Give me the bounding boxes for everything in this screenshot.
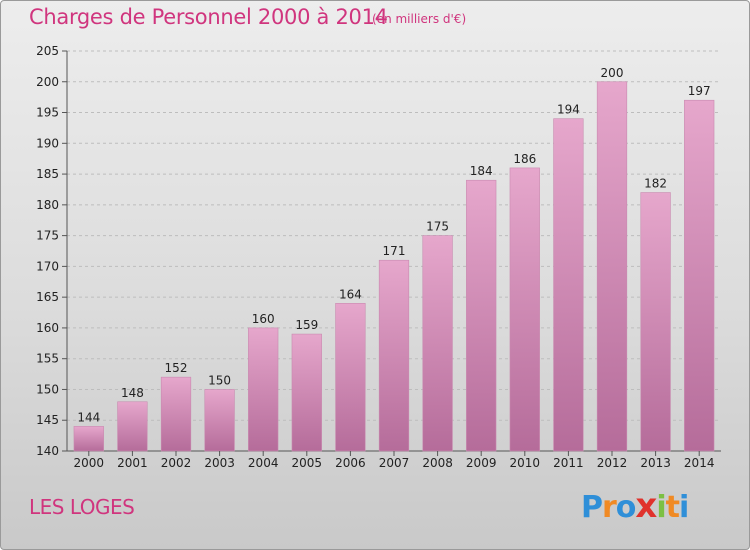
y-tick-label: 195 bbox=[36, 106, 59, 120]
y-tick-label: 175 bbox=[36, 229, 59, 243]
y-tick-label: 140 bbox=[36, 444, 59, 458]
bar-2002 bbox=[160, 376, 192, 452]
y-tick-label: 200 bbox=[36, 75, 59, 89]
data-label-2012: 200 bbox=[601, 66, 624, 80]
y-tick-label: 205 bbox=[36, 44, 59, 58]
x-tick-label: 2004 bbox=[248, 456, 279, 470]
logo-letter: t bbox=[665, 490, 680, 525]
x-tick-label: 2006 bbox=[335, 456, 366, 470]
x-tick-label: 2012 bbox=[597, 456, 628, 470]
x-tick-label: 2007 bbox=[379, 456, 410, 470]
bar-2010 bbox=[509, 167, 540, 452]
y-tick-label: 165 bbox=[36, 290, 59, 304]
data-label-2010: 186 bbox=[513, 152, 536, 166]
x-tick-label: 2010 bbox=[510, 456, 541, 470]
chart-title: Charges de Personnel 2000 à 2014 bbox=[29, 5, 388, 29]
data-label-2006: 164 bbox=[339, 287, 362, 301]
data-label-2013: 182 bbox=[644, 177, 667, 191]
y-tick-label: 190 bbox=[36, 136, 59, 150]
logo-letter: x bbox=[635, 486, 657, 526]
logo-letter: i bbox=[656, 490, 666, 525]
y-tick-label: 160 bbox=[36, 321, 59, 335]
data-label-2008: 175 bbox=[426, 220, 449, 234]
y-tick-label: 150 bbox=[36, 382, 59, 396]
bar-2007 bbox=[378, 259, 410, 452]
bar-2000 bbox=[73, 426, 104, 452]
x-axis: 2000 2001 2002 2003 2004 2005 2006 2007 2008 2009… bbox=[74, 451, 715, 470]
logo-letter: r bbox=[602, 490, 617, 525]
bar-2003 bbox=[204, 389, 235, 452]
logo-letter: P bbox=[581, 490, 603, 525]
bar-2013 bbox=[640, 192, 671, 452]
x-tick-label: 2001 bbox=[117, 456, 148, 470]
logo-letter: i bbox=[679, 490, 689, 525]
bar-2014 bbox=[684, 99, 715, 452]
bar-2005 bbox=[291, 333, 322, 452]
data-label-2014: 197 bbox=[688, 84, 711, 98]
x-tick-label: 2011 bbox=[553, 456, 584, 470]
y-tick-label: 180 bbox=[36, 198, 59, 212]
x-tick-label: 2013 bbox=[640, 456, 671, 470]
bar-2012 bbox=[596, 81, 628, 452]
logo-letter: o bbox=[615, 490, 637, 525]
bar-2011 bbox=[553, 118, 584, 452]
y-tick-label: 155 bbox=[36, 352, 59, 366]
bar-2001 bbox=[117, 401, 148, 452]
chart-unit: (en milliers d'€) bbox=[372, 12, 467, 26]
bar-2004 bbox=[248, 327, 279, 452]
y-axis: 140 145 150 155 160 165 170 175 180 185 190 195 200 2… bbox=[36, 44, 721, 458]
bar-2008 bbox=[422, 235, 453, 452]
y-tick-label: 145 bbox=[36, 413, 59, 427]
x-tick-label: 2014 bbox=[684, 456, 715, 470]
x-tick-label: 2000 bbox=[74, 456, 105, 470]
data-label-2005: 159 bbox=[295, 318, 318, 332]
x-tick-label: 2005 bbox=[292, 456, 323, 470]
data-label-2007: 171 bbox=[383, 244, 406, 258]
bar-2006 bbox=[335, 303, 366, 452]
x-tick-label: 2002 bbox=[161, 456, 192, 470]
bar-2009 bbox=[466, 179, 497, 452]
data-label-2000: 144 bbox=[77, 410, 100, 424]
x-tick-label: 2009 bbox=[466, 456, 497, 470]
data-label-2001: 148 bbox=[121, 386, 144, 400]
bars: 144 148 152 150 160 159 164 171 175 184 186 194 200 1… bbox=[73, 66, 715, 452]
data-label-2004: 160 bbox=[252, 312, 275, 326]
y-tick-label: 185 bbox=[36, 167, 59, 181]
data-label-2002: 152 bbox=[165, 361, 188, 375]
commune-name: LES LOGES bbox=[29, 495, 135, 519]
data-label-2011: 194 bbox=[557, 103, 580, 117]
y-tick-label: 170 bbox=[36, 259, 59, 273]
x-tick-label: 2008 bbox=[422, 456, 453, 470]
data-label-2003: 150 bbox=[208, 373, 231, 387]
data-label-2009: 184 bbox=[470, 164, 493, 178]
x-tick-label: 2003 bbox=[204, 456, 235, 470]
proxiti-logo: Proxiti bbox=[581, 486, 689, 526]
